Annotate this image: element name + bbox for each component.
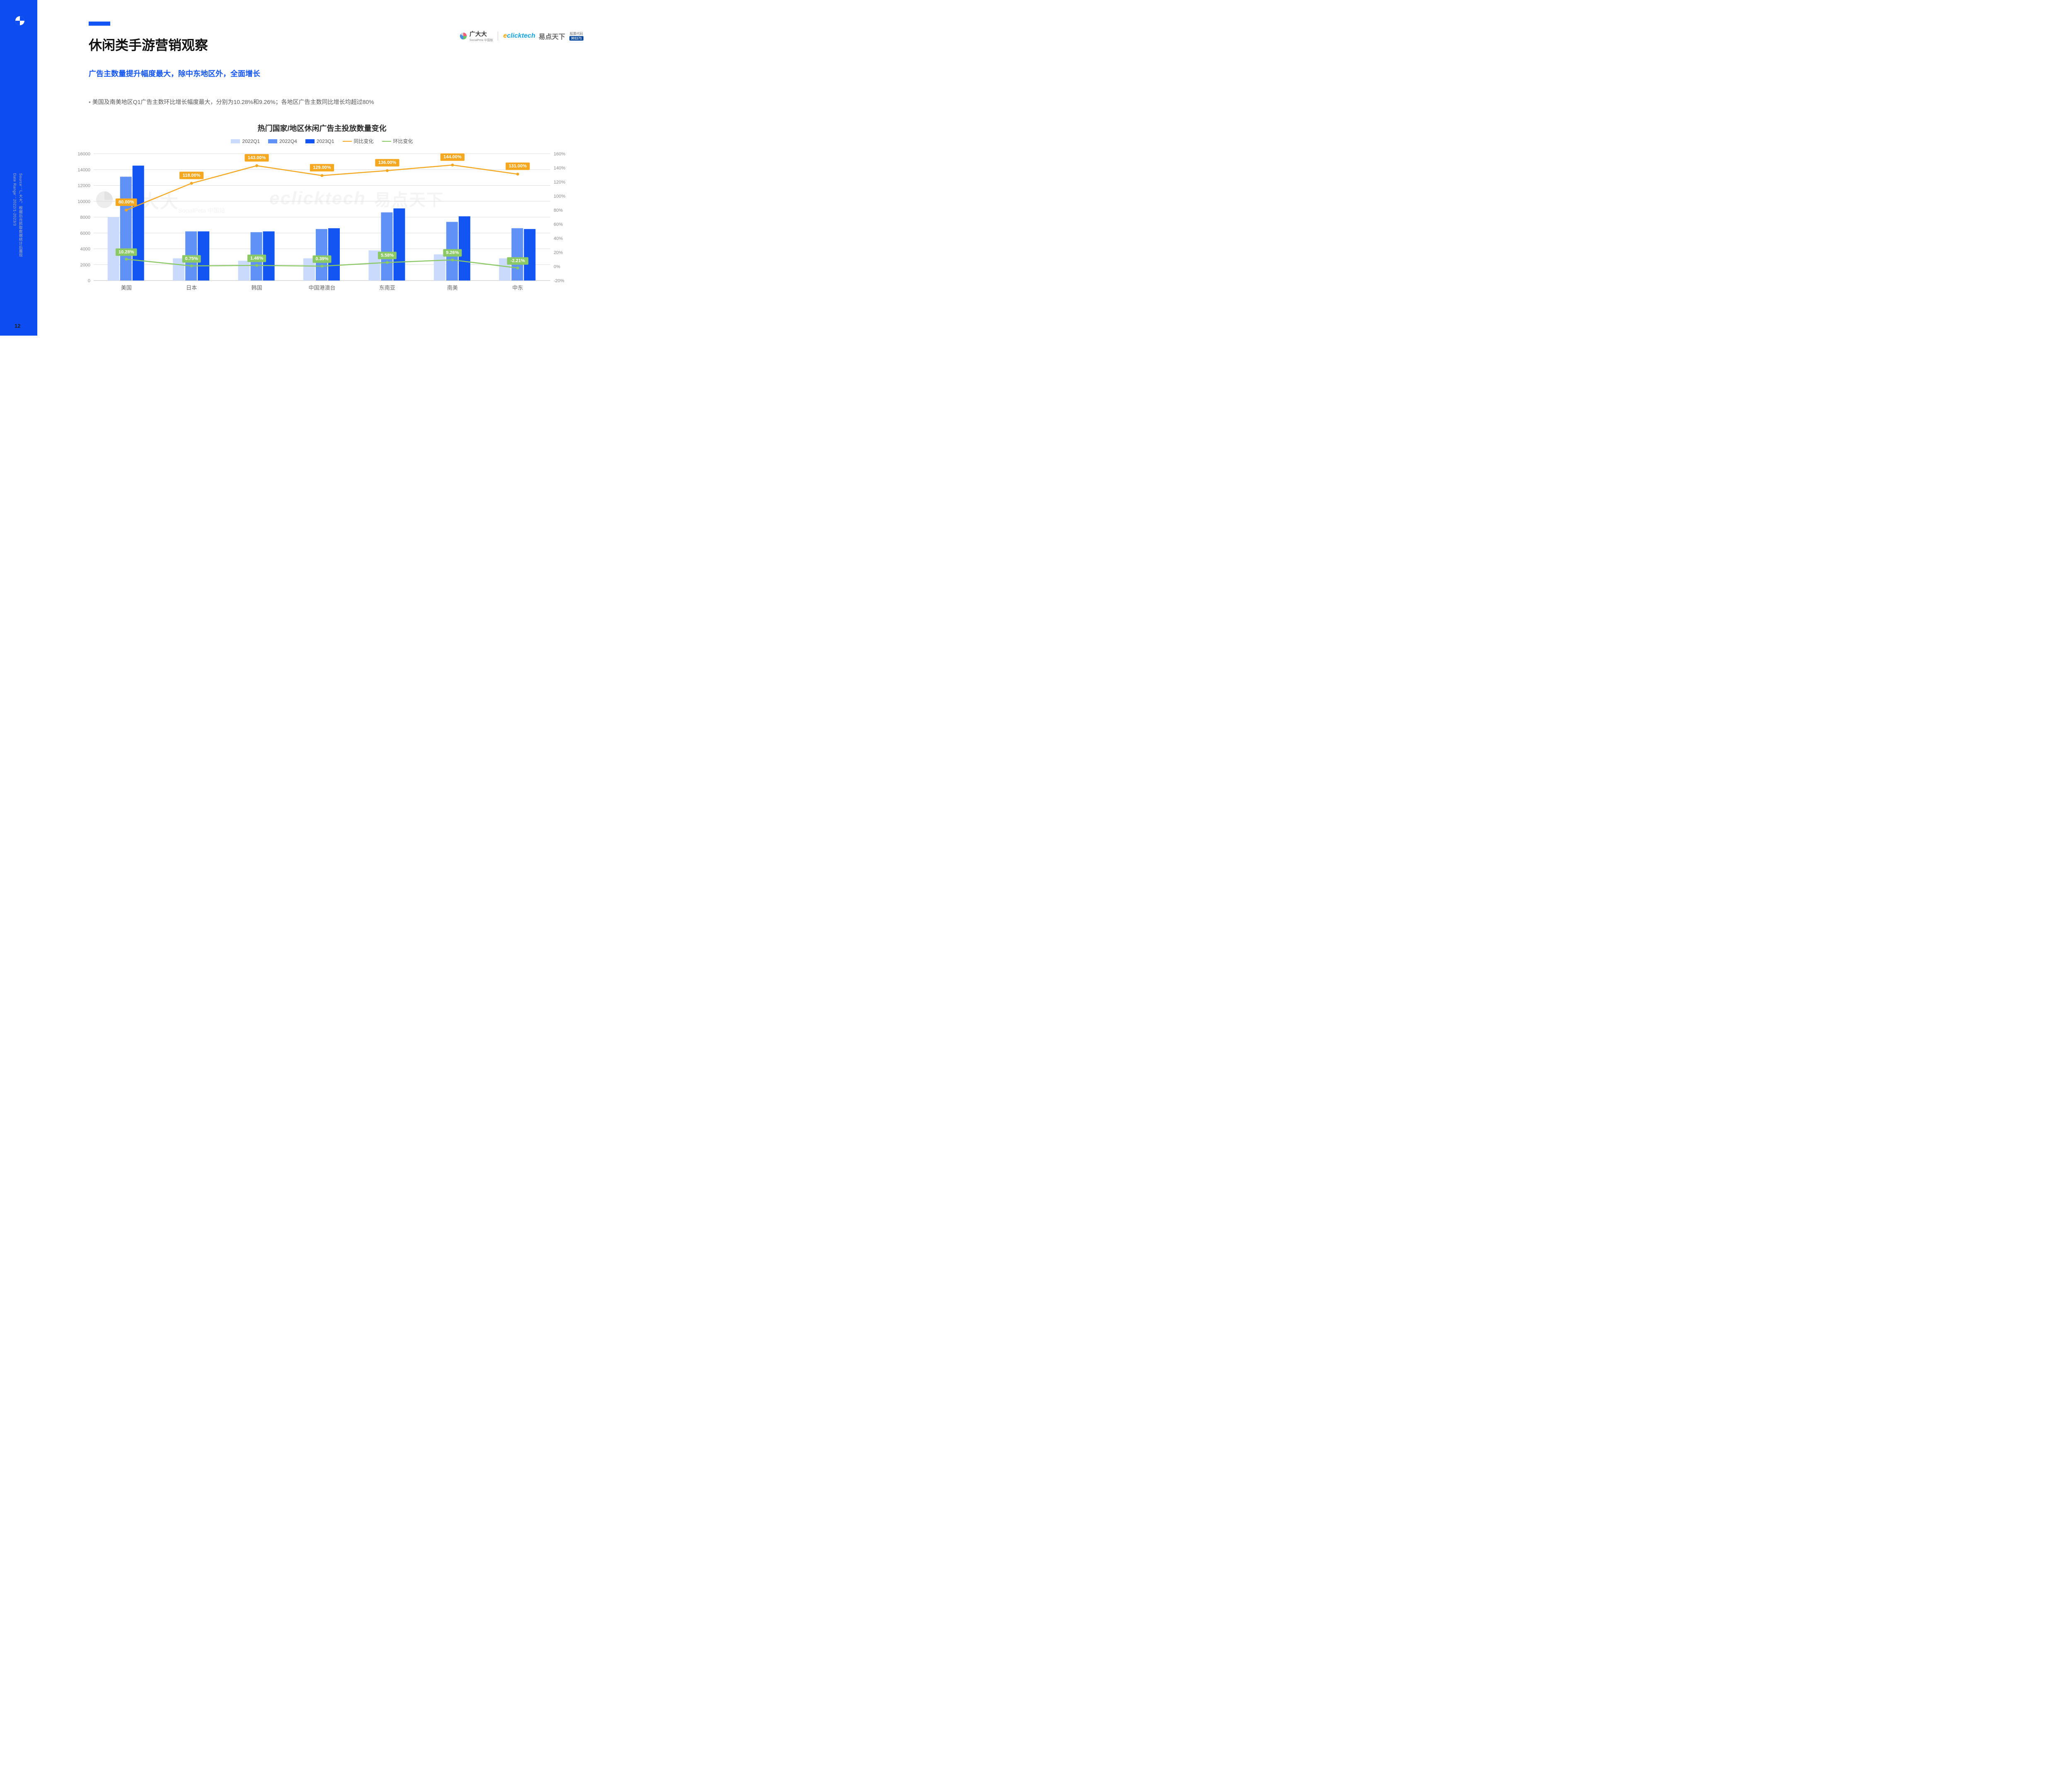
legend-2022q1: 2022Q1 <box>231 138 260 145</box>
svg-text:美国: 美国 <box>121 285 132 291</box>
svg-text:120%: 120% <box>554 180 565 185</box>
chart-container: 热门国家/地区休闲广告主投放数量变化 2022Q1 2022Q4 2023Q1 … <box>70 123 574 301</box>
svg-text:0.75%: 0.75% <box>185 256 198 261</box>
page-title: 休闲类手游营销观察 <box>89 35 578 54</box>
svg-text:136.00%: 136.00% <box>378 160 397 165</box>
svg-text:1.46%: 1.46% <box>250 256 263 261</box>
svg-text:-2.21%: -2.21% <box>511 259 525 264</box>
svg-text:10000: 10000 <box>77 199 90 204</box>
svg-text:9.26%: 9.26% <box>446 250 459 255</box>
svg-text:20%: 20% <box>554 250 563 255</box>
page-number: 12 <box>15 323 20 329</box>
svg-text:60%: 60% <box>554 222 563 227</box>
svg-text:中东: 中东 <box>512 285 523 291</box>
svg-text:143.00%: 143.00% <box>248 155 266 160</box>
side-source-note: Source：广大大，根据后台抓取数据统计后展现 Date Range：2022… <box>12 173 24 257</box>
combo-chart: 0 2000 4000 6000 8000 10000 12000 14000 16000 -20… <box>70 148 574 293</box>
svg-text:140%: 140% <box>554 166 565 171</box>
svg-text:东南亚: 东南亚 <box>379 285 395 291</box>
legend-yoy: 同比变化 <box>343 138 374 145</box>
svg-text:8000: 8000 <box>80 215 90 220</box>
svg-text:144.00%: 144.00% <box>443 155 462 160</box>
svg-text:4000: 4000 <box>80 247 90 252</box>
svg-text:-20%: -20% <box>554 278 564 283</box>
svg-text:131.00%: 131.00% <box>509 164 527 169</box>
side-note-line2: Date Range：2022/1-2023/3 <box>12 173 17 226</box>
left-sidebar <box>0 0 37 336</box>
svg-text:中国港澳台: 中国港澳台 <box>308 285 335 291</box>
content-area: 休闲类手游营销观察 广告主数量提升幅度最大，除中东地区外，全面增长 美国及南美地… <box>89 22 578 119</box>
legend-2022q4: 2022Q4 <box>268 138 297 145</box>
svg-text:40%: 40% <box>554 236 563 241</box>
corner-logo-icon <box>15 16 25 26</box>
svg-text:0%: 0% <box>554 264 560 269</box>
svg-text:0.39%: 0.39% <box>315 256 328 261</box>
svg-text:100%: 100% <box>554 194 565 199</box>
svg-text:16000: 16000 <box>77 152 90 157</box>
page-subtitle: 广告主数量提升幅度最大，除中东地区外，全面增长 <box>89 68 578 79</box>
svg-text:12000: 12000 <box>77 184 90 189</box>
accent-bar <box>89 22 110 26</box>
svg-text:南美: 南美 <box>447 285 458 291</box>
svg-text:118.00%: 118.00% <box>183 173 201 178</box>
chart-legend: 2022Q1 2022Q4 2023Q1 同比变化 环比变化 <box>70 138 574 145</box>
svg-text:韩国: 韩国 <box>252 285 262 291</box>
bullet-point: 美国及南美地区Q1广告主数环比增长幅度最大，分别为10.28%和9.26%；各地… <box>89 98 578 106</box>
chart-title: 热门国家/地区休闲广告主投放数量变化 <box>70 123 574 133</box>
svg-text:日本: 日本 <box>186 285 197 291</box>
svg-text:6000: 6000 <box>80 231 90 236</box>
svg-text:5.58%: 5.58% <box>381 253 394 258</box>
svg-text:2000: 2000 <box>80 263 90 268</box>
legend-2023q1: 2023Q1 <box>305 138 334 145</box>
svg-text:80%: 80% <box>554 208 563 213</box>
svg-text:10.28%: 10.28% <box>119 249 134 254</box>
svg-text:160%: 160% <box>554 152 565 157</box>
svg-text:14000: 14000 <box>77 167 90 172</box>
svg-text:129.00%: 129.00% <box>313 165 331 170</box>
svg-text:80.00%: 80.00% <box>119 200 134 205</box>
svg-text:0: 0 <box>88 278 90 283</box>
legend-qoq: 环比变化 <box>382 138 413 145</box>
side-note-line1: Source：广大大，根据后台抓取数据统计后展现 <box>19 173 23 257</box>
